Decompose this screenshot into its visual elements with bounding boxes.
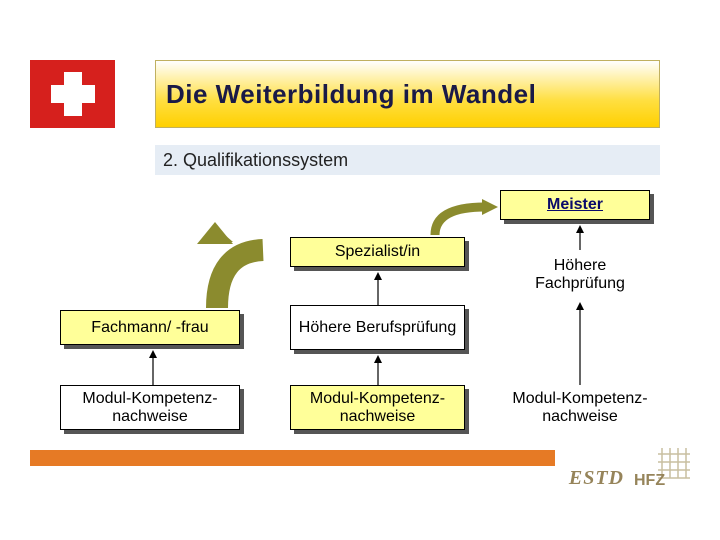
hfz-logo: HFZ — [632, 448, 690, 490]
box-hoehere-fachpruefung: Höhere Fachprüfung — [510, 250, 650, 300]
arrow-mk1-fach — [148, 350, 158, 385]
box-hoehere-berufspruefung: Höhere Berufsprüfung — [290, 305, 465, 350]
box-hbp-label: Höhere Berufsprüfung — [299, 319, 456, 337]
box-modul2-label: Modul-Kompetenz-nachweise — [310, 390, 445, 426]
swiss-flag-icon — [30, 60, 115, 128]
box-spezialist-label: Spezialist/in — [335, 243, 420, 261]
box-modul-3: Modul-Kompetenz-nachweise — [500, 385, 660, 430]
box-modul3-label: Modul-Kompetenz-nachweise — [512, 390, 647, 426]
box-modul-1: Modul-Kompetenz-nachweise — [60, 385, 240, 430]
box-fachmann-label: Fachmann/ -frau — [91, 319, 208, 337]
estd-logo: ESTD — [569, 467, 624, 490]
arrow-mk2-hbp — [373, 355, 383, 385]
arrow-mk3-hfp — [575, 302, 585, 385]
subtitle-text: 2. Qualifikationssystem — [163, 150, 348, 171]
box-modul-2: Modul-Kompetenz-nachweise — [290, 385, 465, 430]
box-spezialist: Spezialist/in — [290, 237, 465, 267]
title-bar: Die Weiterbildung im Wandel — [155, 60, 660, 128]
box-meister-label: Meister — [547, 196, 603, 214]
hfz-text: HFZ — [634, 472, 665, 490]
subtitle-bar: 2. Qualifikationssystem — [155, 145, 660, 175]
arrow-spez-meister-curve — [430, 195, 500, 240]
footer-band — [30, 450, 555, 466]
box-fachmann: Fachmann/ -frau — [60, 310, 240, 345]
arrow-hfp-meister — [575, 225, 585, 250]
arrow-hbp-spez — [373, 272, 383, 305]
box-meister: Meister — [500, 190, 650, 220]
footer-logos: ESTD HFZ — [569, 448, 690, 490]
box-modul1-label: Modul-Kompetenz-nachweise — [82, 390, 217, 426]
box-hfp-label: Höhere Fachprüfung — [514, 257, 646, 293]
page-title: Die Weiterbildung im Wandel — [166, 79, 536, 110]
arrow-fach-spez-head — [195, 222, 235, 246]
